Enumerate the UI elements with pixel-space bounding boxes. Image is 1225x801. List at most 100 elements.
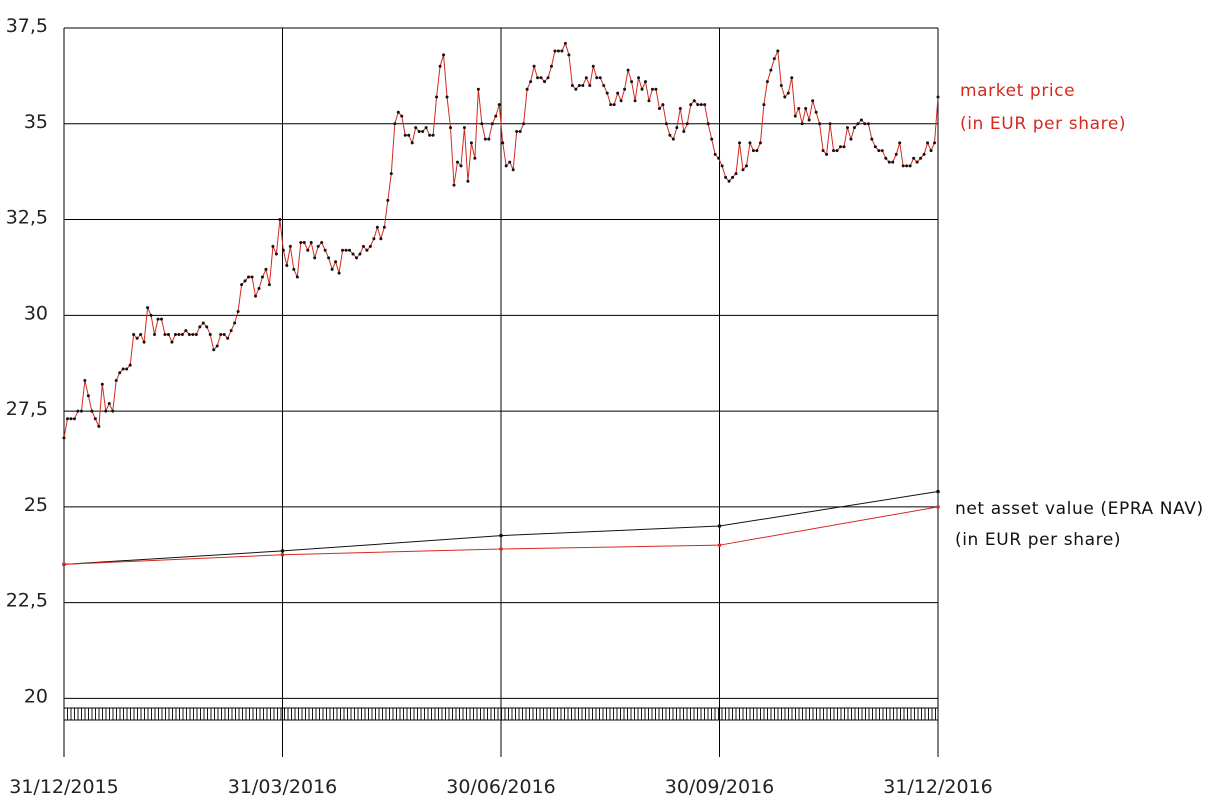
x-tick-label: 30/06/2016: [446, 776, 556, 798]
data-point-market: [351, 252, 355, 256]
data-point-market: [121, 367, 125, 371]
data-point-market: [431, 133, 435, 137]
y-tick-label: 32,5: [6, 207, 48, 229]
data-point-market: [797, 106, 801, 110]
data-point-market: [201, 321, 205, 325]
legend-nav-line1: net asset value (EPRA NAV): [955, 499, 1204, 519]
data-point-market: [595, 76, 599, 80]
data-point-market: [703, 103, 707, 107]
data-point-market: [442, 53, 446, 57]
data-point-market: [772, 57, 776, 61]
data-point-market: [828, 122, 832, 126]
data-point-market: [452, 183, 456, 187]
data-point-market: [375, 225, 379, 229]
data-point-market: [602, 83, 606, 87]
data-point-market: [738, 141, 742, 145]
data-point-market: [306, 248, 310, 252]
data-point-market: [271, 244, 275, 248]
data-point-market: [236, 309, 240, 313]
data-point-market: [160, 317, 163, 321]
data-point-market: [386, 198, 390, 202]
data-point-market: [267, 283, 271, 287]
y-tick-label: 20: [24, 685, 48, 707]
data-point-market: [125, 367, 129, 371]
data-point-market: [863, 122, 867, 126]
legend-market-line1: market price: [960, 81, 1075, 101]
data-point-market: [490, 122, 494, 126]
data-point-market: [630, 80, 634, 84]
data-point-market: [657, 106, 661, 110]
data-point-market: [682, 129, 686, 133]
data-point-market: [633, 99, 637, 103]
data-point-market: [316, 244, 320, 248]
data-point-market: [222, 332, 226, 336]
data-point-market: [765, 80, 769, 84]
data-point-market: [254, 294, 258, 298]
data-point-market: [240, 283, 244, 287]
baseline-ticks: [63, 707, 938, 721]
data-point-market: [877, 149, 881, 153]
data-point-market: [476, 87, 480, 91]
data-point-market: [90, 409, 94, 413]
data-point-market: [856, 122, 860, 126]
data-point-market: [480, 122, 484, 126]
data-point-market: [281, 248, 285, 252]
data-point-market: [748, 141, 752, 145]
data-point-market: [549, 64, 553, 68]
data-point-market: [142, 340, 146, 344]
data-point-market: [76, 409, 80, 413]
data-point-market: [811, 99, 815, 103]
data-point-market: [483, 137, 487, 141]
data-point-market: [260, 275, 264, 279]
data-point-market: [609, 103, 613, 107]
data-point-market: [529, 80, 533, 84]
data-point-market: [894, 152, 898, 156]
data-point-market: [302, 241, 306, 245]
data-point-market: [212, 348, 216, 352]
data-point-market: [891, 160, 895, 164]
data-point-market: [135, 336, 139, 340]
data-point-market: [637, 76, 641, 80]
data-point-market: [584, 76, 588, 80]
data-point-market: [191, 332, 195, 336]
data-point-market: [435, 95, 439, 99]
data-point-market: [69, 417, 73, 421]
data-point-market: [919, 156, 923, 160]
data-point-market: [86, 394, 90, 398]
data-point-market: [337, 271, 341, 275]
data-point-market: [320, 241, 324, 245]
data-point-market: [790, 76, 794, 80]
data-point-market: [107, 401, 111, 405]
data-point-market: [779, 83, 783, 87]
data-point-market: [180, 332, 184, 336]
data-point-market: [330, 267, 334, 271]
data-point-market: [591, 64, 595, 68]
data-point-market: [560, 49, 564, 53]
data-point-market: [208, 332, 212, 336]
data-point-market: [292, 267, 296, 271]
data-point-market: [731, 175, 735, 179]
data-point-market: [929, 149, 933, 153]
data-point-market: [97, 424, 101, 428]
data-point-market: [219, 332, 223, 336]
data-point-market: [278, 218, 282, 222]
data-point-market: [710, 137, 714, 141]
data-point-market: [647, 99, 651, 103]
data-point-market: [671, 137, 675, 141]
data-point-market: [859, 118, 863, 122]
data-point-market: [139, 332, 143, 336]
data-point-market: [933, 141, 937, 145]
data-point-market: [501, 141, 505, 145]
data-point-market: [668, 133, 672, 137]
data-point-market: [421, 129, 425, 133]
data-point-market: [525, 87, 529, 91]
data-point-market: [497, 103, 501, 107]
x-axis: 31/12/2015 31/03/2016 30/06/2016 30/09/2016…: [9, 776, 993, 798]
data-point-market: [581, 83, 585, 87]
data-point-market: [758, 141, 762, 145]
data-point-market: [546, 76, 550, 80]
series-market: [62, 41, 940, 440]
data-point-nav: [62, 562, 66, 567]
data-point-epra: [280, 549, 285, 553]
